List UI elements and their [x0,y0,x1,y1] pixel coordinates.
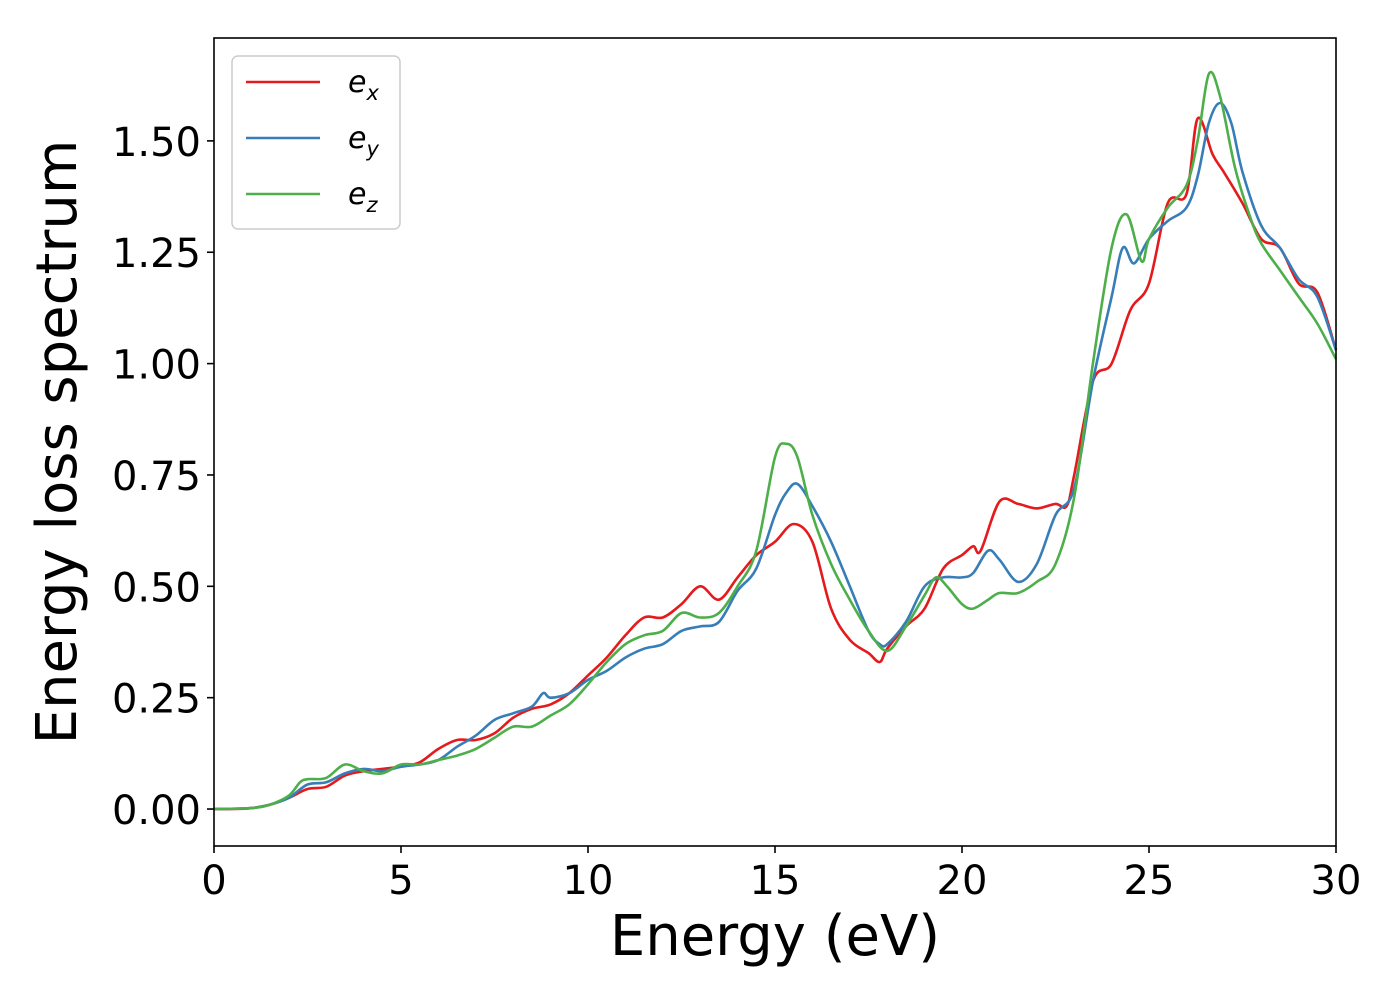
legend-label-z: ez [348,177,378,217]
x-tick-label: 15 [750,858,801,904]
y-tick-label: 1.25 [112,231,201,277]
y-tick-label: 0.75 [112,454,201,500]
y-tick-label: 1.00 [112,343,201,389]
x-tick-label: 0 [201,858,226,904]
legend-label-y: ey [348,121,379,161]
y-tick-label: 0.50 [112,565,201,611]
y-tick-label: 1.50 [112,120,201,166]
x-tick-label: 5 [388,858,413,904]
y-axis-ticks: 0.00 0.25 0.50 0.75 1.00 1.25 1.50 [112,120,214,834]
legend-box [231,55,401,230]
series-line-z [213,70,1338,811]
series-layer [213,70,1338,811]
y-axis-label: Energy loss spectrum [25,140,90,745]
x-tick-label: 20 [937,858,988,904]
x-axis-label: Energy (eV) [610,904,940,969]
x-tick-label: 10 [563,858,614,904]
legend: ex ey ez [231,55,401,230]
y-tick-label: 0.00 [112,788,201,834]
legend-label-x: ex [348,65,379,105]
x-tick-label: 25 [1124,858,1175,904]
x-tick-label: 30 [1311,858,1362,904]
y-tick-label: 0.25 [112,677,201,723]
x-axis-ticks: 0 5 10 15 20 25 30 [201,846,1361,904]
